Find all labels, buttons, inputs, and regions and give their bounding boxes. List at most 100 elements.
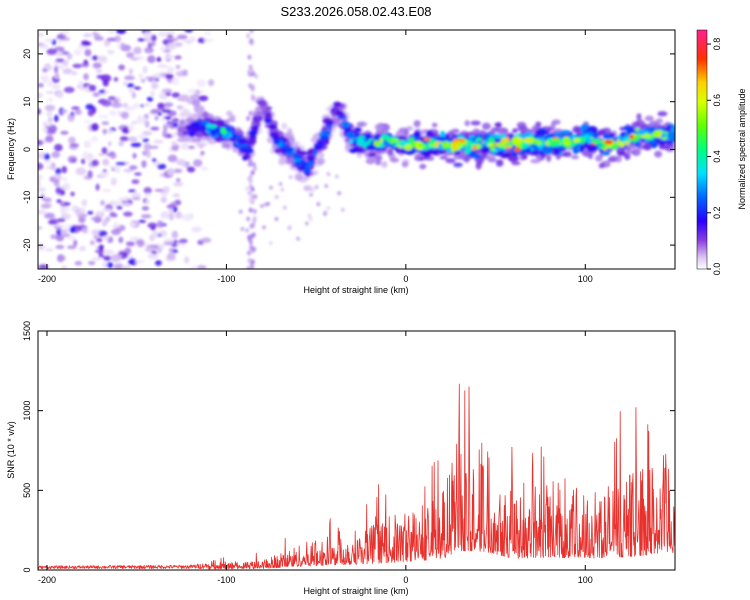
- spectrogram-cell: [195, 132, 203, 139]
- spectrogram-cell: [98, 252, 104, 258]
- spectrogram-cell: [631, 148, 641, 157]
- spectrogram-cell: [154, 115, 159, 121]
- spectrogram-cell: [60, 265, 68, 269]
- spectrogram-cell: [125, 241, 135, 247]
- spectrogram-cell: [666, 132, 675, 139]
- spectrogram-cell: [500, 138, 509, 144]
- spectrogram-cell: [504, 142, 512, 147]
- spectrogram-cell: [631, 121, 640, 128]
- spectrogram-cell: [73, 239, 78, 247]
- snr-y-label: SNR (10 * v/v): [6, 421, 16, 479]
- spectrogram-cell: [502, 152, 511, 158]
- spectrogram-cell: [162, 186, 170, 193]
- spectrogram-cell: [562, 139, 571, 145]
- spectrogram-cell: [368, 151, 377, 158]
- spectrogram-cell: [121, 127, 131, 134]
- spectrogram-cell: [237, 137, 248, 145]
- spectrogram-cell: [147, 222, 158, 229]
- spectrogram-cell: [136, 239, 145, 248]
- spectrogram-cell: [114, 35, 122, 43]
- spectrogram-cell: [42, 127, 48, 134]
- spectrogram-cell: [287, 128, 293, 137]
- spectrogram-cell: [160, 116, 166, 123]
- spectrogram-cell: [610, 145, 617, 150]
- spectrogram-cell: [495, 159, 504, 167]
- spectrogram-cell: [157, 111, 162, 116]
- spectrogram-cell: [535, 139, 542, 146]
- spectrogram-cell: [74, 109, 82, 115]
- spectrogram-cell: [54, 226, 62, 230]
- spectrogram-cell: [208, 79, 215, 87]
- spectrogram-cell: [116, 43, 122, 49]
- spectrogram-cell: [45, 135, 54, 143]
- spectrogram-cell: [61, 37, 71, 41]
- spectrogram-cell: [150, 34, 157, 42]
- spectrogram-cell: [81, 227, 89, 234]
- spectrogram-cell: [44, 104, 56, 112]
- spectrogram-cell: [335, 110, 344, 118]
- spectrogram-cell: [67, 114, 75, 123]
- spectrogram-cell: [113, 98, 119, 105]
- spectrogram-cell: [539, 151, 545, 156]
- spectrogram-cell: [48, 117, 53, 122]
- spectrogram-cell: [191, 226, 202, 233]
- spectrogram-cell: [108, 200, 117, 205]
- spectrogram-cell: [147, 55, 156, 64]
- spectrogram-cell: [45, 90, 55, 95]
- spectrogram-cell: [248, 130, 258, 137]
- spectrogram-cell: [247, 234, 252, 240]
- spectrogram-cell: [113, 77, 119, 82]
- spectrogram-cell: [438, 142, 443, 150]
- spectrogram-cell: [172, 193, 181, 198]
- spectrogram-cell: [100, 74, 112, 83]
- spectrogram-cell: [246, 266, 251, 269]
- spectrogram-cell: [120, 111, 129, 119]
- colorbar-tick-label: 0.4: [712, 150, 722, 163]
- spectrogram-cell: [143, 193, 152, 198]
- spectrogram-cell: [494, 122, 502, 127]
- spectrogram-cell: [144, 46, 154, 54]
- x-tick-label: -100: [217, 274, 235, 284]
- spectrogram-cell: [184, 30, 193, 33]
- spectrogram-cell: [145, 150, 151, 159]
- spectrogram-cell: [153, 139, 164, 144]
- spectrogram-cell: [55, 167, 62, 176]
- spectrogram-cell: [83, 33, 93, 38]
- spectrogram-cell: [102, 128, 108, 135]
- spectrogram-cell: [120, 202, 132, 207]
- spectrogram-cell: [637, 130, 644, 136]
- spectrogram-cell: [113, 263, 124, 269]
- spectrogram-cell: [514, 146, 522, 153]
- spectrogram-cell: [205, 123, 211, 129]
- spectrogram-cell: [102, 158, 110, 166]
- spectrogram-cell: [167, 167, 175, 176]
- spectrogram-cell: [101, 99, 112, 107]
- spectrogram-cell: [156, 56, 162, 63]
- spectrogram-cell: [128, 124, 135, 132]
- spectrogram-cell: [581, 150, 589, 157]
- spectrogram-cell: [54, 143, 63, 152]
- spectrogram-cell: [80, 207, 86, 213]
- spectrogram-cell: [154, 259, 162, 266]
- spectrogram-cell: [98, 89, 106, 94]
- spectrogram-cell: [189, 94, 200, 99]
- spectrogram-cell: [655, 117, 663, 125]
- spectrogram-cell: [225, 110, 233, 117]
- spectrogram-cell: [259, 203, 264, 208]
- colorbar-tick-label: 0.8: [712, 38, 722, 51]
- spectrogram-cell: [129, 222, 136, 227]
- spectrogram-cell: [287, 225, 292, 230]
- spectrogram-cell: [403, 144, 413, 151]
- spectrogram-cell: [71, 70, 78, 76]
- spectrogram-cell: [60, 109, 68, 114]
- spectrogram-cell: [286, 157, 295, 164]
- spectrogram-cell: [560, 130, 571, 135]
- spectrogram-cell: [249, 222, 254, 228]
- spectrogram-cell: [95, 69, 103, 74]
- spectrogram-cell: [163, 241, 174, 246]
- spectrogram-cell: [92, 62, 102, 69]
- spectrogram-cell: [278, 182, 283, 187]
- spectrogram-cell: [572, 138, 581, 143]
- spectrogram-cell: [109, 211, 116, 218]
- spectrogram-cell: [61, 166, 68, 174]
